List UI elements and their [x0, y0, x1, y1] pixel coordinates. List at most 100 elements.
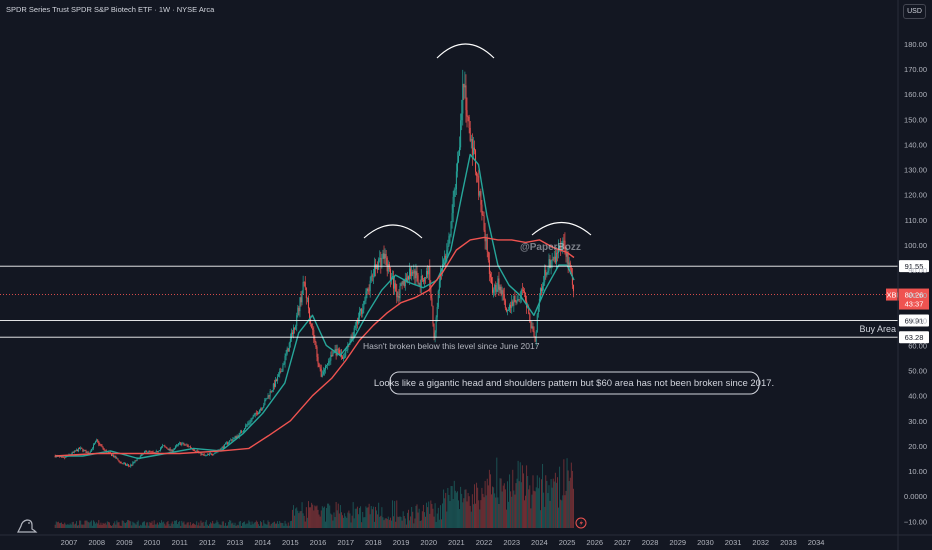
- x-tick-label: 2012: [199, 538, 216, 547]
- candle-body: [371, 275, 373, 277]
- volume-bar: [391, 520, 392, 528]
- candle-body: [235, 436, 237, 439]
- volume-bar: [319, 516, 321, 528]
- x-tick-label: 2033: [780, 538, 797, 547]
- candle-body: [261, 408, 263, 410]
- candle-body: [253, 414, 255, 417]
- volume-bar: [312, 504, 314, 528]
- y-tick-label: 100.00: [904, 241, 927, 250]
- candle-body: [455, 171, 457, 190]
- volume-bar: [496, 457, 498, 528]
- volume-bar: [305, 507, 307, 528]
- volume-bar: [202, 521, 204, 528]
- volume-bar: [97, 523, 99, 528]
- volume-bar: [117, 522, 119, 528]
- volume-bar: [429, 513, 431, 528]
- volume-bar: [336, 510, 338, 528]
- candle-body: [511, 301, 513, 308]
- volume-bar: [406, 512, 408, 528]
- candle-body: [460, 120, 462, 148]
- candle-body: [546, 272, 548, 276]
- candle-body: [102, 446, 104, 449]
- right-shoulder-arc[interactable]: [531, 222, 592, 236]
- candle-body: [366, 288, 368, 292]
- volume-bar: [110, 525, 111, 528]
- head-arc[interactable]: [436, 43, 495, 59]
- left-shoulder-arc[interactable]: [363, 224, 423, 239]
- volume-bar: [169, 525, 171, 528]
- volume-bar: [263, 520, 265, 528]
- currency-button[interactable]: USD: [903, 4, 926, 19]
- volume-bar: [342, 515, 343, 528]
- candle-body: [370, 275, 372, 281]
- candle-body: [231, 439, 233, 441]
- volume-bar: [72, 521, 74, 528]
- volume-bar: [551, 487, 553, 528]
- candle-body: [405, 278, 407, 282]
- volume-bar: [555, 482, 557, 528]
- dinosaur-logo-icon[interactable]: [17, 519, 38, 533]
- candle-body: [501, 290, 503, 295]
- volume-bar: [197, 525, 199, 528]
- candle-body: [520, 289, 522, 298]
- volume-bar: [294, 515, 296, 528]
- candle-body: [338, 349, 340, 356]
- candle-body: [312, 327, 314, 331]
- candle-body: [379, 257, 381, 260]
- volume-bar: [209, 524, 210, 528]
- volume-bar: [441, 519, 442, 528]
- volume-bar: [141, 522, 143, 528]
- candle-body: [471, 138, 473, 155]
- y-tick-label: 70.00: [908, 316, 927, 325]
- candle-body: [251, 418, 253, 420]
- volume-bar: [380, 515, 382, 528]
- volume-bar: [451, 486, 453, 528]
- volume-bar: [385, 518, 387, 528]
- volume-bar: [80, 520, 82, 528]
- volume-bar: [386, 518, 388, 528]
- candle-body: [164, 445, 166, 447]
- volume-bar: [552, 478, 554, 528]
- volume-bar: [525, 495, 527, 528]
- candle-body: [283, 363, 285, 365]
- volume-bar: [205, 520, 207, 528]
- volume-bar: [520, 482, 522, 528]
- callout-box[interactable]: [389, 371, 760, 395]
- volume-bar: [339, 505, 341, 528]
- volume-bar: [174, 520, 176, 528]
- y-tick-label: 50.00: [908, 367, 927, 376]
- volume-bar: [474, 484, 475, 528]
- volume-bar: [136, 521, 138, 528]
- candle-body: [518, 299, 520, 300]
- candle-body: [149, 450, 151, 452]
- volume-bar: [476, 482, 478, 528]
- volume-bar: [237, 525, 239, 528]
- candle-body: [309, 308, 311, 319]
- volume-bar: [183, 521, 185, 528]
- volume-bar: [379, 516, 381, 528]
- volume-bar: [428, 501, 430, 528]
- volume-bar: [247, 523, 249, 528]
- volume-bar: [196, 521, 198, 528]
- candle-body: [252, 416, 254, 419]
- volume-bar: [204, 521, 206, 528]
- symbol-title[interactable]: SPDR Series Trust SPDR S&P Biotech ETF ·…: [6, 5, 215, 14]
- volume-bar: [132, 521, 134, 528]
- candle-body: [560, 245, 562, 249]
- candle-body: [271, 390, 273, 392]
- volume-bar: [333, 512, 335, 528]
- volume-bar: [266, 524, 268, 528]
- volume-bar: [507, 481, 508, 528]
- candle-body: [144, 451, 146, 454]
- volume-bar: [470, 511, 472, 528]
- volume-bar: [249, 521, 251, 528]
- candle-body: [490, 277, 492, 284]
- candle-body: [466, 110, 468, 117]
- candle-body: [289, 338, 291, 343]
- volume-bar: [405, 524, 407, 528]
- flash-icon[interactable]: [575, 517, 587, 529]
- candle-body: [307, 297, 309, 309]
- candle-body: [565, 250, 567, 257]
- volume-bar: [521, 465, 523, 528]
